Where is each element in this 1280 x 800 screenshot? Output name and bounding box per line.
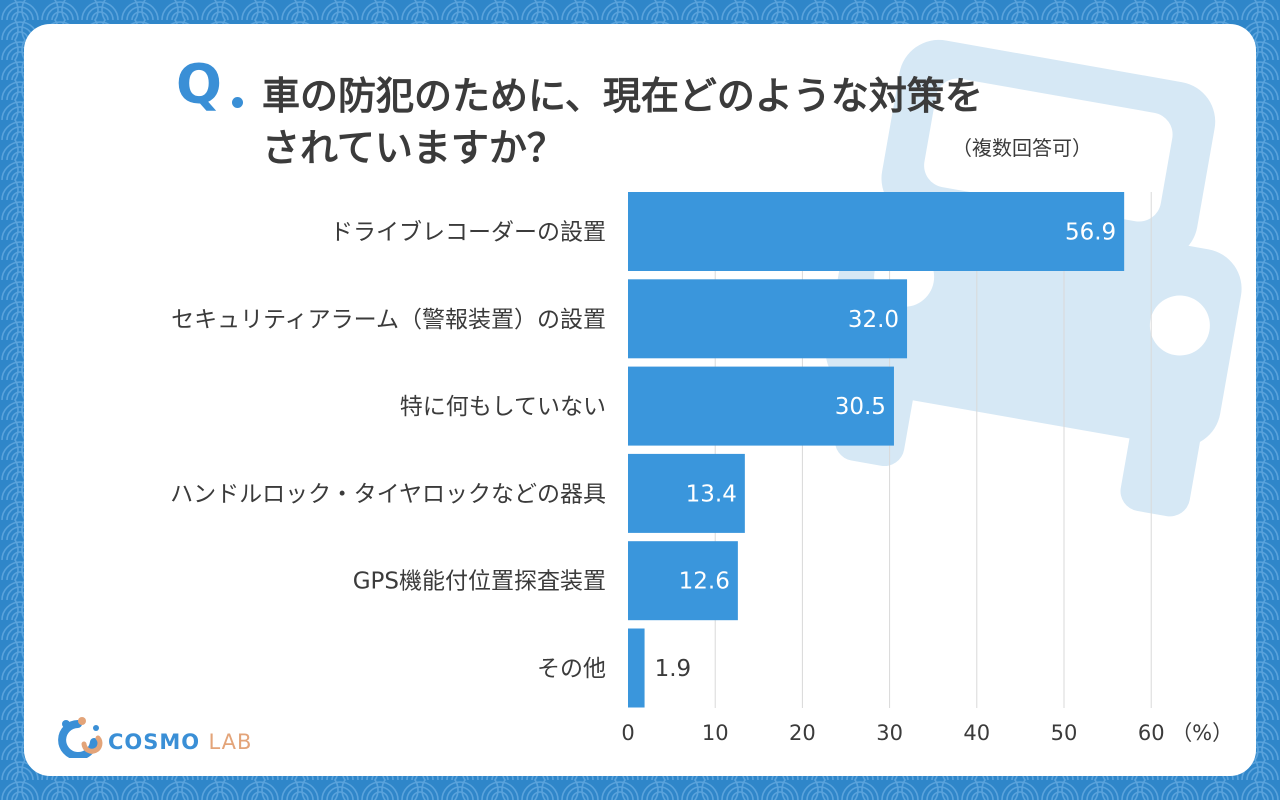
bar <box>628 541 738 621</box>
x-tick-label: 30 <box>876 721 903 745</box>
category-label: その他 <box>537 656 606 682</box>
x-tick-label: 60 <box>1138 721 1165 745</box>
bar <box>628 366 894 446</box>
content-card: Q 車の防犯のために、現在どのような対策を されていますか？ （複数回答可） 0… <box>24 24 1256 776</box>
logo-brand-primary: COSMO <box>108 730 201 754</box>
category-label: 特に何もしていない <box>400 394 606 420</box>
cosmo-lab-logo-icon <box>58 717 103 758</box>
category-label: GPS機能付位置探査装置 <box>353 569 606 595</box>
x-tick-label: 0 <box>621 721 634 745</box>
logo-wordmark: COSMO LAB <box>108 730 252 754</box>
bar-value-label: 13.4 <box>686 481 737 507</box>
question-q-mark: Q <box>176 53 222 116</box>
bar <box>628 279 908 359</box>
question-title: 車の防犯のために、現在どのような対策を されていますか？ <box>262 70 1142 174</box>
logo-brand-secondary: LAB <box>208 730 253 754</box>
x-tick-label: 40 <box>963 721 990 745</box>
question-title-line-2: されていますか？ <box>262 126 565 170</box>
x-tick-label: 20 <box>789 721 816 745</box>
bar-value-label: 30.5 <box>835 394 886 420</box>
category-label: ハンドルロック・タイヤロックなどの器具 <box>170 481 606 507</box>
bar <box>628 453 745 533</box>
bar-value-label: 32.0 <box>848 307 899 333</box>
multiple-answer-note: （複数回答可） <box>952 136 1092 160</box>
bar <box>628 628 645 708</box>
category-label: セキュリティアラーム（警報装置）の設置 <box>171 307 606 333</box>
bar-value-label: 1.9 <box>655 656 692 682</box>
bar-chart: 0 10 20 30 40 50 60 （%） ドライブレコーダーの設置 56.9 セキュリティアラ… <box>170 192 1233 745</box>
question-title-line-1: 車の防犯のために、現在どのような対策を <box>262 74 983 118</box>
question-dot <box>232 97 243 108</box>
bar <box>628 192 1125 271</box>
x-axis-unit-label: （%） <box>1171 721 1233 745</box>
bar-value-label: 12.6 <box>679 569 730 595</box>
x-tick-label: 50 <box>1051 721 1078 745</box>
x-tick-label: 10 <box>702 721 729 745</box>
category-label: ドライブレコーダーの設置 <box>330 220 606 246</box>
bar-value-label: 56.9 <box>1065 220 1116 246</box>
